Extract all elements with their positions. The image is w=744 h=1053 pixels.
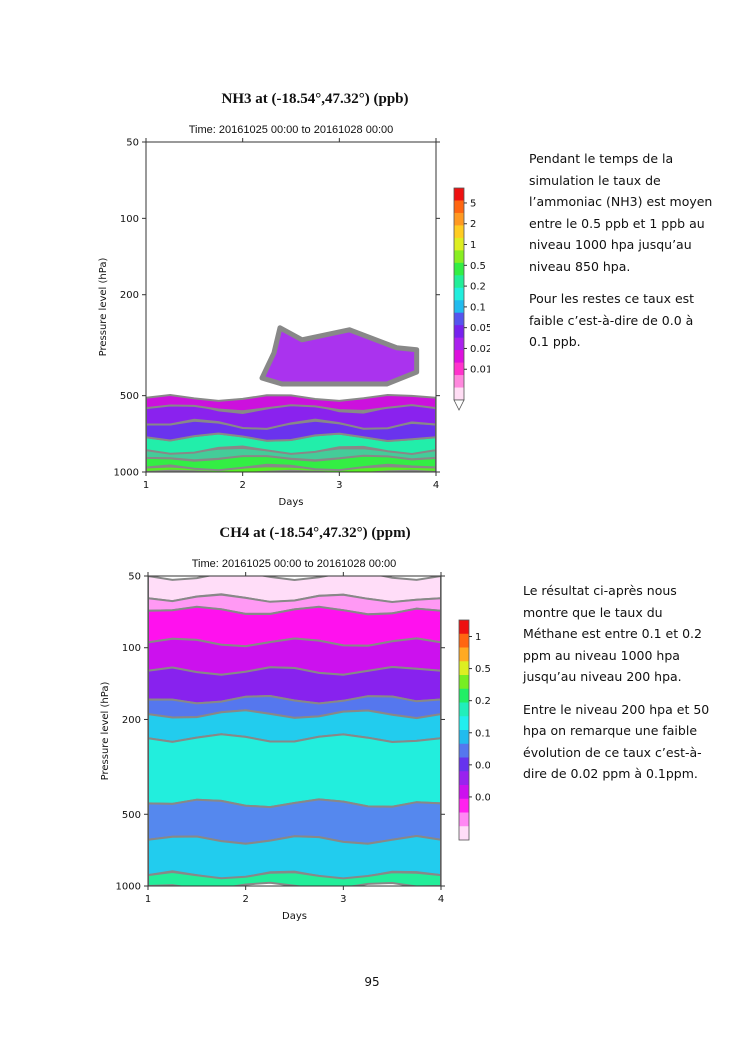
contour-band	[146, 402, 436, 430]
contour-band	[146, 393, 436, 413]
nh3-chart: 50 100 200 500 1000 1 2 3 4 Days Pressure level (h…	[98, 138, 490, 509]
y-tick-label: 50	[126, 138, 139, 149]
ch4-chart-title: CH4 at (-18.54°,47.32°) (ppm)	[219, 525, 411, 541]
colorbar-swatch	[454, 225, 464, 239]
x-axis-label: Days	[279, 497, 304, 508]
y-tick-label: 100	[120, 214, 139, 225]
ch4-paragraph-2: Entre le niveau 200 hpa et 50 hpa on rem…	[523, 701, 710, 782]
plot-frame	[147, 575, 442, 887]
colorbar-swatch	[454, 375, 464, 389]
colorbar-tick-label: 0.05	[475, 760, 490, 771]
colorbar-swatch	[454, 387, 464, 401]
colorbar-swatch	[454, 362, 464, 376]
nh3-description: Pendant le temps de la simulation le tau…	[529, 148, 714, 364]
elevated-layer	[259, 325, 420, 387]
colorbar-tick-label: 0.1	[470, 302, 486, 313]
colorbar-swatch	[459, 743, 469, 758]
colorbar-swatch	[459, 757, 469, 772]
ch4-paragraph-1: Le résultat ci-après nous montre que le …	[523, 583, 702, 684]
colorbar-swatch	[454, 200, 464, 214]
colorbar-swatch	[454, 300, 464, 314]
page-number: 95	[364, 975, 380, 989]
colorbar-swatch	[454, 275, 464, 289]
colorbar-tick-label: 1	[470, 240, 476, 251]
y-tick-label: 1000	[114, 468, 139, 479]
colorbar-swatch	[459, 647, 469, 662]
x-tick-label: 1	[143, 480, 149, 491]
x-tick-label: 4	[438, 894, 444, 905]
y-tick-label: 50	[128, 572, 141, 583]
colorbar-tick-label: 0.05	[470, 323, 490, 334]
colorbar-swatch	[459, 771, 469, 786]
colorbar-swatch	[459, 716, 469, 731]
plot-area	[146, 325, 436, 472]
colorbar-swatch	[454, 188, 464, 201]
colorbar-swatch	[459, 702, 469, 717]
colorbar-swatch	[459, 633, 469, 648]
colorbar-swatch	[459, 688, 469, 703]
nh3-paragraph-2: Pour les restes ce taux est faible c’est…	[529, 291, 695, 349]
colorbar-tick-label: 0.1	[475, 728, 490, 739]
y-tick-label: 100	[122, 643, 141, 654]
ch4-chart: 50 100 200 500 1000 1 2 3 4 Days Pressure level (h…	[100, 572, 490, 923]
colorbar-swatch	[459, 826, 469, 841]
x-tick-label: 3	[340, 894, 346, 905]
colorbar-swatch	[454, 337, 464, 351]
colorbar-tick-label: 0.2	[470, 282, 486, 293]
x-tick-label: 1	[145, 894, 151, 905]
colorbar-swatch	[459, 661, 469, 676]
colorbar-swatch	[459, 620, 469, 635]
colorbar-swatch	[459, 730, 469, 745]
ch4-description: Le résultat ci-après nous montre que le …	[523, 580, 713, 796]
plot-area	[148, 576, 441, 886]
colorbar-swatch	[459, 675, 469, 690]
nh3-paragraph-1: Pendant le temps de la simulation le tau…	[529, 151, 713, 274]
colorbar-tick-label: 5	[470, 198, 476, 209]
x-tick-label: 2	[239, 480, 245, 491]
y-tick-label: 500	[122, 810, 141, 821]
colorbar-swatch	[454, 312, 464, 326]
contour-band	[148, 870, 441, 886]
nh3-chart-time: Time: 20161025 00:00 to 20161028 00:00	[188, 124, 394, 136]
y-tick-label: 1000	[116, 882, 141, 893]
colorbar-swatch	[459, 798, 469, 813]
colorbar-tick-label: 0.2	[475, 696, 490, 707]
colorbar-swatch	[454, 212, 464, 226]
x-axis-label: Days	[282, 911, 307, 922]
y-axis-label: Pressure level (hPa)	[98, 258, 109, 357]
colorbar-swatch	[459, 785, 469, 800]
x-tick-label: 2	[242, 894, 248, 905]
colorbar-swatch	[454, 287, 464, 301]
colorbar-swatch	[454, 250, 464, 264]
plot-frame	[145, 141, 437, 473]
colorbar-frame	[458, 619, 470, 841]
colorbar-tick-label: 0.02	[475, 792, 490, 803]
colorbar-swatch	[459, 812, 469, 827]
y-axis-label: Pressure level (hPa)	[100, 682, 111, 781]
colorbar-tick-label: 0.02	[470, 344, 490, 355]
colorbar-tick-label: 2	[470, 219, 476, 230]
colorbar-swatch	[454, 237, 464, 251]
ch4-chart-time: Time: 20161025 00:00 to 20161028 00:00	[191, 558, 397, 570]
colorbar-tick-label: 0.01	[470, 365, 490, 376]
colorbar-tick-label: 0.5	[475, 664, 490, 675]
colorbar-swatch	[454, 325, 464, 339]
y-tick-label: 500	[120, 391, 139, 402]
y-tick-label: 200	[122, 715, 141, 726]
colorbar-tick-label: 0.5	[470, 261, 486, 272]
colorbar-swatch	[454, 350, 464, 364]
colorbar-tick-label: 1	[475, 632, 481, 643]
colorbar-swatch	[454, 262, 464, 276]
contour-band	[148, 733, 441, 809]
nh3-chart-title: NH3 at (-18.54°,47.32°) (ppb)	[221, 91, 409, 107]
x-tick-label: 4	[433, 480, 439, 491]
x-tick-label: 3	[336, 480, 342, 491]
colorbar-extend-arrow	[453, 399, 465, 411]
y-tick-label: 200	[120, 290, 139, 301]
